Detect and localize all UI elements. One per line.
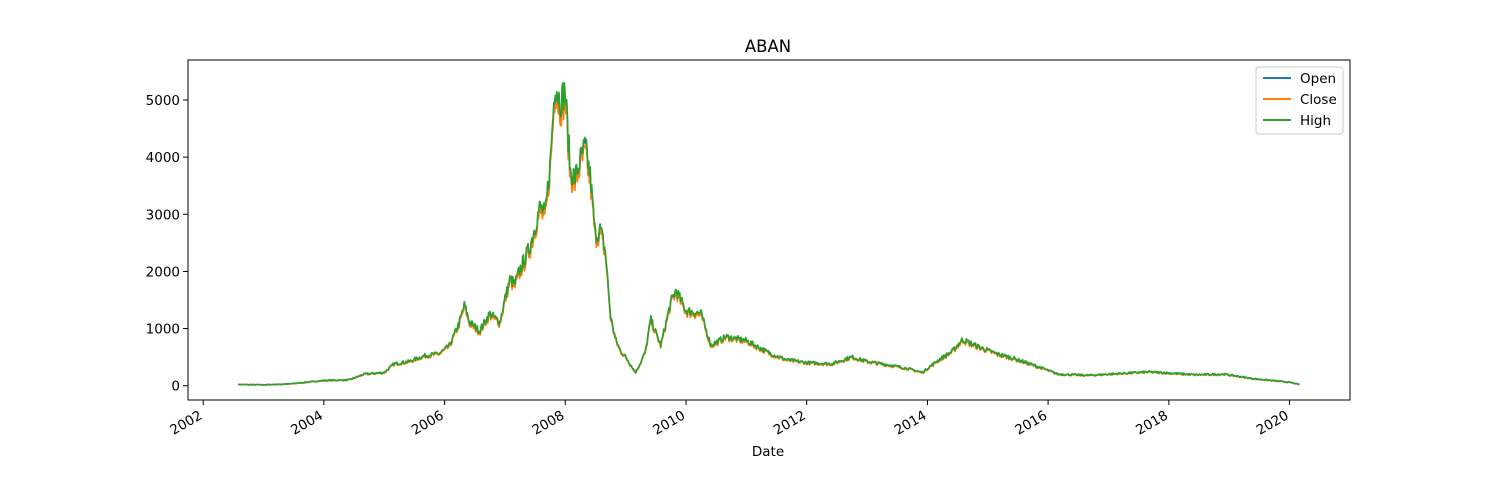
y-tick-label: 2000 <box>146 264 180 280</box>
series-line-high <box>237 82 1300 386</box>
legend-label-close: Close <box>1300 92 1337 108</box>
y-tick-label: 1000 <box>146 322 180 338</box>
chart-title: ABAN <box>745 37 791 56</box>
plot-area <box>237 82 1300 386</box>
legend-box <box>1255 66 1344 135</box>
y-axis: 0 1000 2000 3000 4000 5000 <box>146 93 188 395</box>
y-tick-label: 3000 <box>146 207 180 223</box>
legend: Open Close High <box>1255 66 1344 135</box>
y-tick-label: 0 <box>171 379 180 395</box>
legend-label-high: High <box>1300 113 1331 129</box>
x-axis-label: Date <box>752 444 784 460</box>
y-tick-label: 4000 <box>146 150 180 166</box>
y-tick-label: 5000 <box>146 93 180 109</box>
plot-frame <box>187 59 1351 401</box>
legend-label-open: Open <box>1300 71 1336 87</box>
